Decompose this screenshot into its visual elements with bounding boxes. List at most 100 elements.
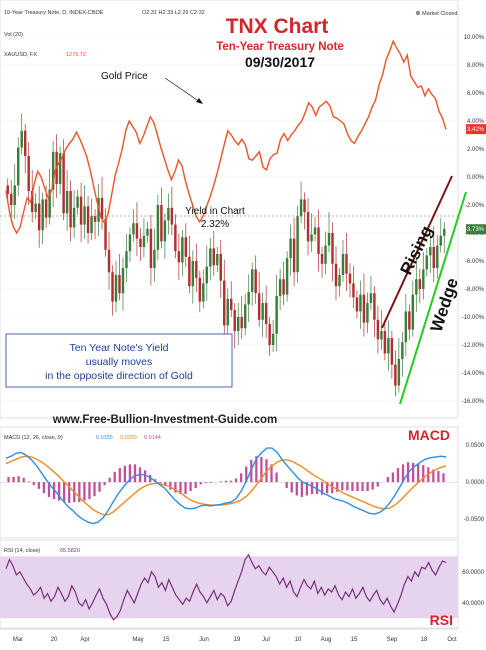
candle-body xyxy=(142,235,146,247)
candle-body xyxy=(404,311,408,343)
note-box xyxy=(5,333,233,388)
right-axis-tick: 8.00% xyxy=(467,63,485,69)
candle-body xyxy=(209,248,212,267)
candle-body xyxy=(268,324,271,345)
candle-body xyxy=(397,359,401,386)
gold-legend: XAUUSD, FX xyxy=(4,52,37,58)
date-axis-tick: 19 xyxy=(234,637,241,643)
macd-line xyxy=(5,447,447,525)
right-axis-tick: -12.00% xyxy=(462,343,485,349)
candle-body xyxy=(223,280,226,326)
candle-body xyxy=(432,247,435,268)
candle-body xyxy=(390,338,394,365)
candle-body xyxy=(289,238,292,259)
macd-legend: MACD (12, 26, close, 9) xyxy=(4,435,63,441)
candle-body xyxy=(264,303,268,324)
top-legend: 10-Year Treasury Note, D, INDEX-CBOE O2.… xyxy=(4,10,457,58)
candle-body xyxy=(170,207,174,225)
date-axis-tick: Sep xyxy=(387,637,398,643)
candle-body xyxy=(299,199,303,217)
candle-body xyxy=(41,199,44,231)
candle-body xyxy=(6,185,9,194)
candle-body xyxy=(181,237,184,263)
candle-body xyxy=(76,196,79,208)
gold-price-arrow xyxy=(164,77,201,103)
candle-body xyxy=(306,212,310,242)
candle-body xyxy=(331,233,334,264)
gold-price-arrowhead xyxy=(196,98,203,104)
candle-body xyxy=(177,251,181,263)
candle-body xyxy=(338,275,341,287)
candle-body xyxy=(114,275,118,302)
right-axis-tick: -16.00% xyxy=(462,399,485,405)
date-axis-tick: Mar xyxy=(13,637,23,643)
date-axis: Mar 20 Apr May 15 Jun 19 Jul 10 Aug 15 Sep 18 Oct xyxy=(0,628,458,643)
candle-body xyxy=(125,251,128,268)
right-axis: 10.00%8.00%6.00%4.00%2.00%0.00%-2.00%-4.… xyxy=(462,35,486,405)
candle-body xyxy=(79,196,83,225)
candle-body xyxy=(30,191,34,212)
right-axis-tick: -2.00% xyxy=(465,203,485,209)
candle-body xyxy=(163,220,167,242)
market-status: Market Closed xyxy=(422,11,457,17)
candle-body xyxy=(254,269,257,294)
rsi-axis: 60.0000 40.0000 xyxy=(462,570,484,607)
candle-body xyxy=(128,234,132,252)
candle-body xyxy=(380,331,383,340)
candle-body xyxy=(243,304,247,329)
candle-body xyxy=(135,223,139,239)
candle-body xyxy=(226,298,229,326)
candle-body xyxy=(205,266,209,284)
candle-body xyxy=(271,333,275,345)
candle-body xyxy=(237,317,240,331)
candle-body xyxy=(317,227,320,254)
date-axis-tick: 15 xyxy=(163,637,170,643)
candle-body xyxy=(83,206,86,225)
candle-body xyxy=(34,203,37,212)
website-watermark: www.Free-Bullion-Investment-Guide.com xyxy=(52,414,278,426)
date-axis-tick: Jun xyxy=(199,637,209,643)
chart-subtitle: Ten-Year Treasury Note xyxy=(216,41,344,53)
candle-body xyxy=(156,205,160,250)
candle-body xyxy=(240,317,243,329)
right-axis-tick: 2.00% xyxy=(467,147,485,153)
gold-price-label: Gold Price xyxy=(101,71,148,82)
date-axis-tick: 15 xyxy=(351,637,358,643)
right-axis-tick: -14.00% xyxy=(462,371,485,377)
candle-body xyxy=(37,203,41,231)
macd-axis-tick: -0.0500 xyxy=(464,517,485,523)
candle-body xyxy=(425,255,429,270)
candle-body xyxy=(44,199,48,218)
candle-body xyxy=(153,249,156,268)
candle-body xyxy=(250,269,254,292)
date-axis-tick: Oct xyxy=(447,637,457,643)
candle-body xyxy=(303,199,306,212)
candle-body xyxy=(415,279,418,295)
candle-body xyxy=(366,303,369,323)
right-axis-tick: 10.00% xyxy=(464,35,485,41)
candle-body xyxy=(341,254,345,275)
chart-title: TNX Chart xyxy=(226,15,329,38)
macd-axis-tick: 0.0500 xyxy=(466,443,485,449)
candle-body xyxy=(355,297,359,312)
rsi-line xyxy=(5,553,447,621)
candle-body xyxy=(320,254,324,264)
candle-body xyxy=(401,342,404,359)
rsi-title: RSI xyxy=(430,612,453,628)
vol-legend: Vol (20) xyxy=(4,32,23,38)
candle-body xyxy=(149,228,153,268)
date-axis-tick: 20 xyxy=(51,637,58,643)
candle-body xyxy=(327,233,331,246)
candle-body xyxy=(146,228,149,236)
candle-body xyxy=(93,216,97,222)
gold-price-tag-label: 3.42% xyxy=(467,127,485,133)
right-axis-tick: -6.00% xyxy=(465,259,485,265)
note-line-3: in the opposite direction of Gold xyxy=(45,370,193,382)
rsi-panel: RSI (14, close) 65.5820 RSI 60.0000 40.00… xyxy=(0,539,485,629)
candle-body xyxy=(195,261,198,278)
macd-legend-value-1: 0.0155 xyxy=(96,435,113,441)
yield-candles xyxy=(6,113,446,397)
candle-body xyxy=(292,238,296,273)
candle-body xyxy=(160,205,163,242)
macd-axis: 0.0500 0.0000 -0.0500 xyxy=(464,443,485,523)
